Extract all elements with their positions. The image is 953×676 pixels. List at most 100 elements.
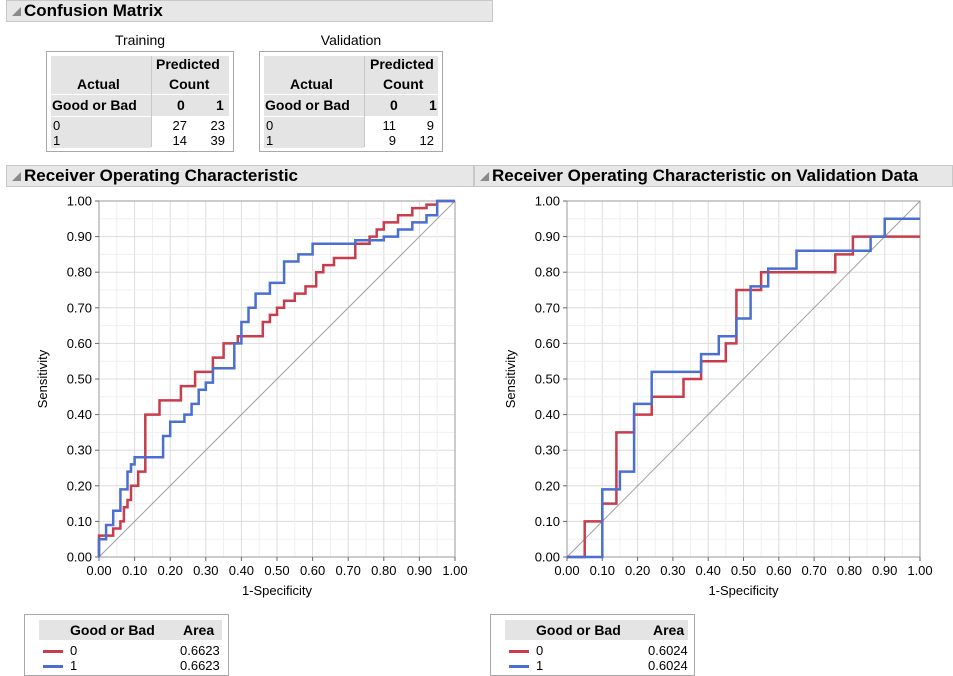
header-predicted: Predicted (370, 56, 434, 72)
diagonal-reference-line (566, 200, 921, 558)
roc-training-header[interactable]: Receiver Operating Characteristic (6, 165, 474, 187)
x-tick-label: 0.30 (193, 563, 218, 578)
legend-series-0-name: 0 (70, 643, 78, 658)
y-tick-label: 1.00 (535, 194, 560, 209)
disclosure-triangle-icon[interactable] (12, 171, 21, 181)
cell-0-1: 9 (426, 118, 434, 133)
row-label-1: 1 (53, 133, 61, 148)
x-tick-label: 0.40 (696, 563, 721, 578)
legend-series-1-name: 1 (536, 658, 544, 673)
x-tick-label: 0.30 (660, 563, 685, 578)
x-tick-label: 0.20 (625, 563, 650, 578)
x-tick-label: 0.60 (300, 563, 325, 578)
y-tick-label: 0.80 (67, 265, 92, 280)
x-tick-label: 0.50 (731, 563, 756, 578)
x-tick-label: 1.00 (442, 563, 467, 578)
x-tick-label: 0.50 (264, 563, 289, 578)
x-tick-label: 0.70 (801, 563, 826, 578)
y-tick-label: 0.20 (67, 478, 92, 493)
legend-header-label: Good or Bad (536, 622, 621, 638)
row-label-good-or-bad: Good or Bad (265, 97, 350, 113)
col-label-1: 1 (429, 97, 437, 113)
y-tick-label: 0.00 (535, 550, 560, 565)
x-tick-label: 1.00 (907, 563, 932, 578)
validation-caption: Validation (320, 32, 382, 48)
x-tick-label: 0.70 (336, 563, 361, 578)
x-tick-label: 0.10 (590, 563, 615, 578)
confusion-matrix-header[interactable]: Confusion Matrix (6, 0, 493, 22)
cell-1-0: 9 (388, 133, 396, 148)
roc-validation-title: Receiver Operating Characteristic on Val… (492, 166, 919, 185)
cell-0-1: 23 (210, 118, 225, 133)
y-tick-label: 0.90 (67, 229, 92, 244)
header-count: Count (169, 76, 210, 92)
roc-series-0-line (567, 235, 920, 559)
validation-confusion-table: Predicted Count Actual Good or Bad 0 1 0… (259, 51, 443, 152)
cell-0-0: 11 (382, 118, 397, 133)
legend-header-value: Area (653, 622, 685, 638)
legend-swatch-0 (43, 650, 63, 653)
legend-series-0-area: 0.6024 (648, 643, 688, 658)
y-tick-label: 0.60 (535, 336, 560, 351)
header-actual: Actual (77, 76, 120, 92)
y-axis-label: Sensitivity (35, 349, 50, 408)
legend-series-1-area: 0.6623 (180, 658, 220, 673)
legend-header-label: Good or Bad (70, 622, 155, 638)
disclosure-triangle-icon[interactable] (12, 6, 21, 16)
header-count: Count (383, 76, 424, 92)
x-tick-label: 0.80 (837, 563, 862, 578)
roc-validation-header[interactable]: Receiver Operating Characteristic on Val… (474, 165, 953, 187)
cell-0-0: 27 (172, 118, 187, 133)
roc-series-1-line (97, 199, 455, 557)
header-predicted: Predicted (156, 56, 220, 72)
roc-training-legend: Good or Bad Area 0 0.6623 1 0.6623 (24, 614, 229, 676)
disclosure-triangle-icon[interactable] (480, 171, 489, 181)
training-caption: Training (114, 32, 166, 48)
y-tick-label: 0.30 (535, 443, 560, 458)
legend-series-1-name: 1 (70, 658, 78, 673)
training-confusion-table: Predicted Count Actual Good or Bad 0 1 0… (46, 51, 234, 152)
col-label-1: 1 (216, 97, 224, 113)
x-tick-label: 0.00 (86, 563, 111, 578)
y-tick-label: 0.20 (535, 478, 560, 493)
legend-series-0-name: 0 (536, 643, 544, 658)
x-tick-label: 0.20 (158, 563, 183, 578)
row-label-1: 1 (266, 133, 274, 148)
x-tick-label: 0.60 (766, 563, 791, 578)
y-tick-label: 1.00 (67, 194, 92, 209)
x-tick-label: 0.10 (122, 563, 147, 578)
y-tick-label: 0.00 (67, 550, 92, 565)
cell-1-1: 12 (419, 133, 434, 148)
row-label-0: 0 (266, 118, 274, 133)
y-tick-label: 0.80 (535, 265, 560, 280)
x-axis-label: 1-Specificity (708, 583, 779, 598)
y-tick-label: 0.90 (535, 229, 560, 244)
x-tick-label: 0.90 (407, 563, 432, 578)
y-tick-label: 0.10 (535, 514, 560, 529)
x-tick-label: 0.80 (371, 563, 396, 578)
y-tick-label: 0.40 (535, 407, 560, 422)
y-axis-label: Sensitivity (503, 349, 518, 408)
row-label-0: 0 (53, 118, 61, 133)
header-actual: Actual (290, 76, 333, 92)
x-tick-label: 0.90 (872, 563, 897, 578)
legend-series-0-area: 0.6623 (180, 643, 220, 658)
legend-series-1-area: 0.6024 (648, 658, 688, 673)
roc-training-title: Receiver Operating Characteristic (24, 166, 299, 185)
y-tick-label: 0.60 (67, 336, 92, 351)
y-tick-label: 0.70 (535, 300, 560, 315)
legend-header-value: Area (183, 622, 215, 638)
y-tick-label: 0.10 (67, 514, 92, 529)
legend-swatch-1 (43, 665, 63, 668)
x-axis-label: 1-Specificity (242, 583, 313, 598)
y-tick-label: 0.40 (67, 407, 92, 422)
y-tick-label: 0.50 (67, 372, 92, 387)
y-tick-label: 0.50 (535, 372, 560, 387)
cell-1-0: 14 (172, 133, 187, 148)
roc-series-1-line (567, 217, 920, 559)
roc-chart-validation: 0.00 0.10 0.20 0.30 0.40 0.50 0.60 0.70 0.80 0.90… (503, 194, 933, 599)
x-tick-label: 0.00 (554, 563, 579, 578)
row-label-good-or-bad: Good or Bad (52, 97, 137, 113)
cell-1-1: 39 (210, 133, 225, 148)
x-tick-label: 0.40 (229, 563, 254, 578)
